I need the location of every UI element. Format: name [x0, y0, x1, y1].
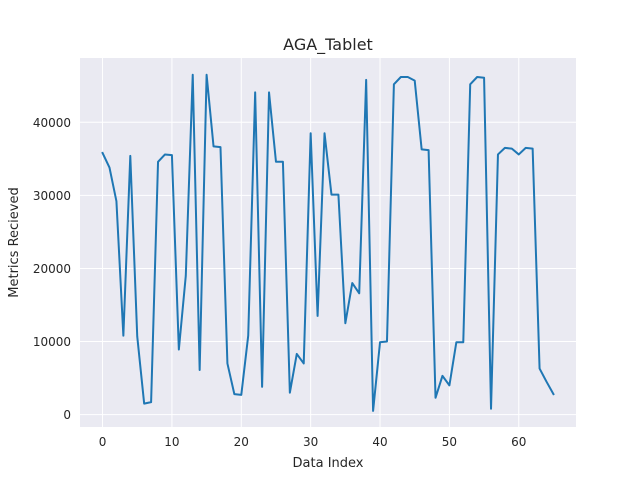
chart-title: AGA_Tablet	[283, 35, 373, 55]
grid-lines	[80, 58, 576, 427]
y-tick-label: 10000	[33, 335, 71, 349]
x-tick-label: 40	[372, 435, 387, 449]
x-tick-label: 0	[99, 435, 107, 449]
plot-area	[80, 58, 576, 427]
y-tick-label: 0	[63, 408, 71, 422]
series-layer	[101, 73, 555, 412]
x-tick-label: 30	[303, 435, 318, 449]
y-axis-label: Metrics Recieved	[7, 187, 22, 297]
x-tick-label: 50	[442, 435, 457, 449]
y-tick-label: 20000	[33, 262, 71, 276]
x-axis-label: Data Index	[293, 456, 364, 471]
x-tick-labels: 0 10 20 30 40 50 60	[99, 435, 527, 449]
y-tick-label: 40000	[33, 116, 71, 130]
x-tick-label: 20	[234, 435, 249, 449]
y-tick-label: 30000	[33, 189, 71, 203]
x-tick-label: 10	[164, 435, 179, 449]
x-tick-label: 60	[511, 435, 526, 449]
series-line	[101, 73, 555, 412]
y-tick-labels: 0 10000 20000 30000 40000	[33, 116, 71, 422]
